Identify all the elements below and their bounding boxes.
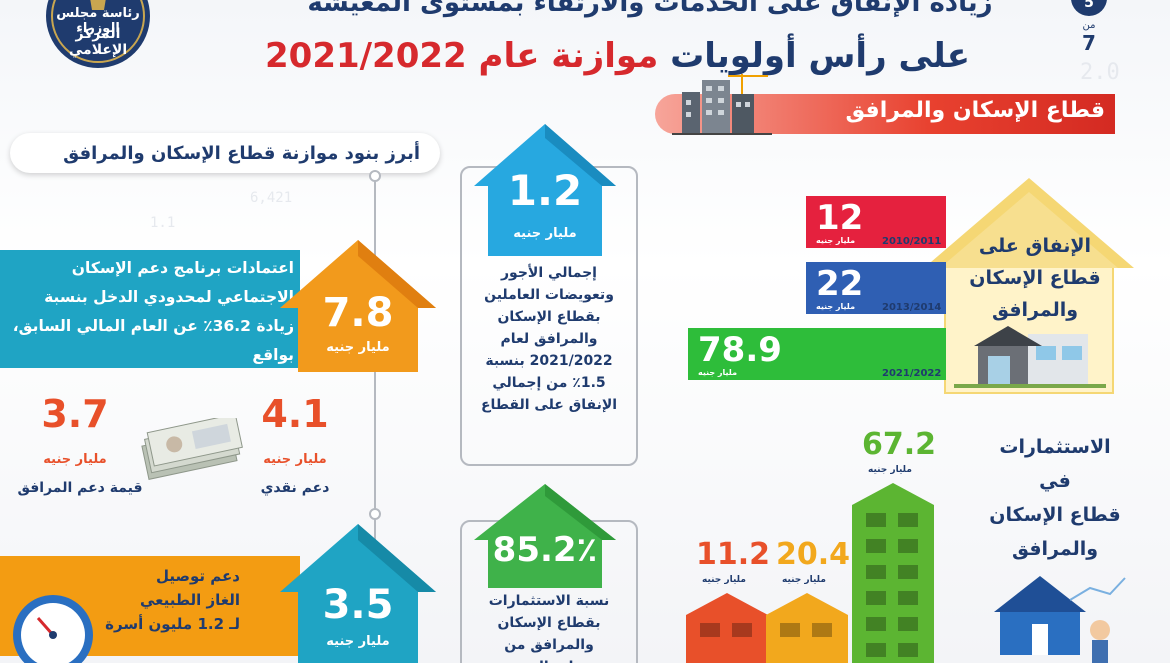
spending-bar-year: 2010/2011 (882, 236, 942, 247)
spending-bar-value: 22 (816, 264, 864, 304)
utilities-support-label: قيمة دعم المرافق (17, 480, 143, 496)
title-highlight: موازنة عام (466, 36, 659, 76)
investments-title-line-2: في (1039, 470, 1071, 492)
gas-unit: مليار جنيه (326, 634, 390, 649)
page-indicator: 5 من 7 (1068, 0, 1110, 72)
banknotes-icon (136, 413, 246, 484)
investment-share-text: نسبة الاستثمارات بقطاع الإسكان والمرافق … (488, 593, 610, 663)
logo-text-1: رئاسة مجلس الوزراء (56, 6, 140, 36)
investment-bar-value: 20.4 (776, 537, 851, 572)
utilities-support-unit: مليار جنيه (43, 452, 107, 467)
gas-text-line-3: لـ 1.2 مليون أسرة (105, 615, 240, 633)
spending-title-line-1: الإنفاق على (978, 235, 1092, 257)
investment-share-house (470, 480, 620, 590)
investments-title-line-1: الاستثمارات (999, 436, 1111, 458)
page-current: 5 (1071, 0, 1107, 16)
spending-bar-unit: مليار جنيه (816, 302, 856, 311)
investment-bar-unit: مليار جنيه (782, 575, 826, 585)
social-housing-text: اعتمادات برنامج دعم الإسكان الاجتماعي لم… (12, 259, 294, 364)
background-number: 2.0 (1080, 60, 1120, 85)
connector-dot (369, 508, 381, 520)
social-housing-unit: مليار جنيه (326, 340, 390, 355)
spending-bar (806, 196, 946, 248)
gas-value: 3.5 (322, 582, 394, 628)
wages-value: 1.2 (507, 166, 583, 215)
background-number: 1.1 (150, 215, 176, 231)
investment-bar-house (686, 593, 768, 663)
investment-share-value: 85.2٪ (492, 530, 598, 570)
spending-bar-value: 78.9 (698, 330, 782, 370)
background-number: 6,421 (250, 190, 293, 206)
gas-text-line-1: دعم توصيل (156, 567, 240, 585)
spending-bar-year: 2021/2022 (882, 368, 942, 379)
title-year: 2021/2022 (265, 36, 467, 76)
investments-title: الاستثمارات في قطاع الإسكان والمرافق (970, 430, 1140, 566)
investments-title-line-4: والمرافق (1011, 538, 1099, 560)
social-housing-value: 7.8 (322, 290, 394, 336)
wages-text: إجمالي الأجور وتعويضات العاملين بقطاع ال… (480, 265, 618, 413)
connector-dot (369, 170, 381, 182)
logo-text-2: المركز الإعلامي (68, 26, 128, 58)
cash-support-unit: مليار جنيه (263, 452, 327, 467)
title-prefix: على رأس أولويات (658, 36, 970, 76)
budget-items-header (10, 133, 440, 173)
wages-house (470, 120, 620, 260)
spending-bar-unit: مليار جنيه (698, 368, 738, 377)
cash-support-value: 4.1 (261, 392, 329, 436)
investment-bar-unit: مليار جنيه (702, 575, 746, 585)
investment-bar-house (766, 593, 848, 663)
utilities-support-value: 3.7 (41, 392, 109, 436)
cabinet-logo: رئاسة مجلس الوزراء المركز الإعلامي (28, 0, 168, 80)
spending-bar (806, 262, 946, 314)
cash-support-label: دعم نقدي (260, 480, 330, 496)
spending-title: الإنفاق على قطاع الإسكان والمرافق (950, 230, 1120, 326)
gas-house (278, 520, 438, 663)
social-housing-band (0, 250, 300, 368)
spending-bar-unit: مليار جنيه (816, 236, 856, 245)
gas-meter-icon (8, 590, 98, 663)
social-housing-house (278, 236, 438, 376)
gas-support-text: دعم توصيل الغاز الطبيعي لـ 1.2 مليون أسر… (40, 564, 240, 636)
spending-bar (688, 328, 946, 380)
investment-bar-value: 11.2 (696, 537, 771, 572)
sector-banner (655, 94, 1115, 134)
sector-banner-label: قطاع الإسكان والمرافق (845, 98, 1105, 123)
title-line-2: على رأس أولويات موازنة عام 2021/2022 (265, 36, 970, 76)
spending-bar-value: 12 (816, 198, 864, 238)
investment-bar-value: 67.2 (862, 427, 937, 462)
page-total: 7 (1082, 31, 1096, 55)
connector-line (374, 173, 376, 663)
gas-text-line-2: الغاز الطبيعي (139, 591, 240, 609)
page-of-label: من (1082, 20, 1096, 31)
title-line-1: زيادة الإنفاق على الخدمات والارتقاء بمست… (307, 0, 993, 18)
budget-items-title: أبرز بنود موازنة قطاع الإسكان والمرافق (63, 143, 420, 164)
investment-bar-unit: مليار جنيه (868, 465, 912, 475)
investments-title-line-3: قطاع الإسكان (989, 504, 1121, 526)
investment-bar-house (852, 483, 934, 663)
modern-house-icon (950, 320, 1110, 390)
spending-title-line-3: والمرافق (991, 299, 1079, 321)
house-model-icon (960, 560, 1130, 663)
building-construction-icon (672, 72, 772, 136)
spending-title-line-2: قطاع الإسكان (969, 267, 1101, 289)
spending-bar-year: 2013/2014 (882, 302, 942, 313)
wages-unit: مليار جنيه (513, 226, 577, 241)
